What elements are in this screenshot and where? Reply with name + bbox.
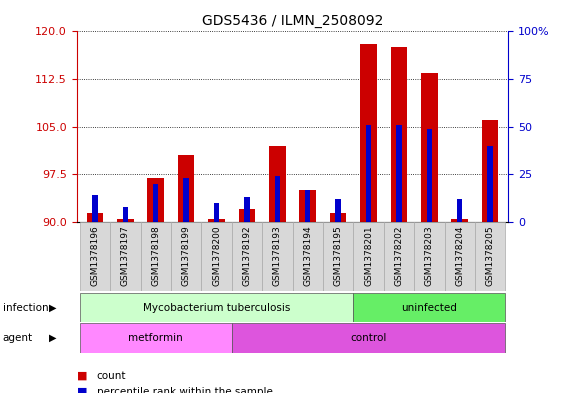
Bar — [80, 293, 353, 322]
Text: uninfected: uninfected — [402, 303, 457, 312]
Text: GSM1378203: GSM1378203 — [425, 226, 434, 286]
Bar — [239, 209, 255, 222]
Bar — [92, 195, 98, 222]
Text: agent: agent — [3, 333, 33, 343]
Text: infection: infection — [3, 303, 48, 312]
Bar — [153, 184, 158, 222]
Bar — [208, 219, 225, 222]
Bar — [445, 222, 475, 291]
Bar — [366, 125, 371, 222]
Bar — [396, 125, 402, 222]
Bar — [178, 155, 194, 222]
Bar — [269, 146, 286, 222]
Bar — [414, 222, 445, 291]
Text: control: control — [350, 333, 387, 343]
Bar — [80, 222, 110, 291]
Text: metformin: metformin — [128, 333, 183, 343]
Bar — [201, 222, 232, 291]
Bar — [123, 207, 128, 222]
Bar — [232, 323, 506, 353]
Bar — [487, 146, 493, 222]
Text: ■: ■ — [77, 371, 87, 381]
Text: GSM1378196: GSM1378196 — [90, 226, 99, 286]
Text: GSM1378204: GSM1378204 — [455, 226, 464, 286]
Text: GSM1378194: GSM1378194 — [303, 226, 312, 286]
Text: percentile rank within the sample: percentile rank within the sample — [97, 387, 273, 393]
Bar — [421, 73, 438, 222]
Bar — [140, 222, 171, 291]
Bar — [353, 222, 384, 291]
Bar — [452, 219, 468, 222]
Text: ▶: ▶ — [48, 333, 56, 343]
Bar — [482, 120, 499, 222]
Text: GSM1378198: GSM1378198 — [151, 226, 160, 286]
Text: GSM1378200: GSM1378200 — [212, 226, 221, 286]
Bar — [305, 190, 311, 222]
Bar — [353, 293, 506, 322]
Bar — [262, 222, 293, 291]
Text: ▶: ▶ — [48, 303, 56, 312]
Text: GSM1378195: GSM1378195 — [333, 226, 343, 286]
Bar — [80, 323, 232, 353]
Bar — [117, 219, 133, 222]
Text: GSM1378193: GSM1378193 — [273, 226, 282, 286]
Bar — [214, 203, 219, 222]
Bar — [86, 213, 103, 222]
Text: GSM1378205: GSM1378205 — [486, 226, 495, 286]
Bar — [335, 199, 341, 222]
Text: GSM1378192: GSM1378192 — [243, 226, 252, 286]
Bar — [147, 178, 164, 222]
Bar — [293, 222, 323, 291]
Text: GSM1378199: GSM1378199 — [182, 226, 191, 286]
Text: GSM1378201: GSM1378201 — [364, 226, 373, 286]
Bar — [427, 129, 432, 222]
Bar — [232, 222, 262, 291]
Text: Mycobacterium tuberculosis: Mycobacterium tuberculosis — [143, 303, 290, 312]
Text: GSM1378197: GSM1378197 — [121, 226, 130, 286]
Bar — [330, 213, 346, 222]
Bar — [183, 178, 189, 222]
Bar — [391, 47, 407, 222]
Bar — [457, 199, 462, 222]
Title: GDS5436 / ILMN_2508092: GDS5436 / ILMN_2508092 — [202, 14, 383, 28]
Text: count: count — [97, 371, 126, 381]
Text: GSM1378202: GSM1378202 — [394, 226, 403, 286]
Bar — [360, 44, 377, 222]
Bar — [244, 197, 250, 222]
Bar — [475, 222, 506, 291]
Bar — [299, 190, 316, 222]
Bar — [323, 222, 353, 291]
Bar — [274, 176, 280, 222]
Bar — [384, 222, 414, 291]
Bar — [171, 222, 201, 291]
Bar — [110, 222, 140, 291]
Text: ■: ■ — [77, 387, 87, 393]
